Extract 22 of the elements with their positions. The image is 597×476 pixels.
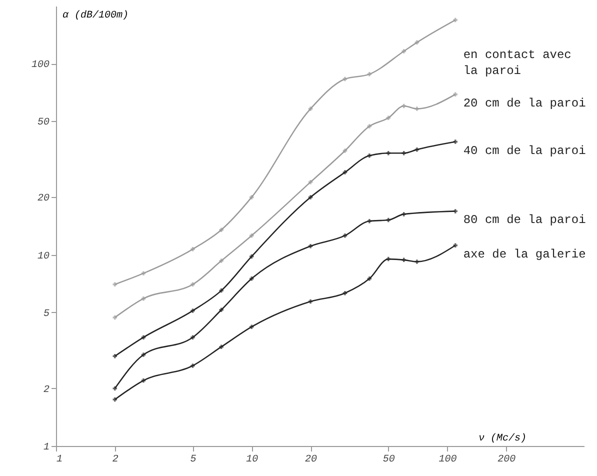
x-axis-title: ν (Mc/s) — [478, 432, 526, 444]
y-tick-label: 10 — [37, 251, 50, 262]
series-label: axe de la galerie — [463, 247, 586, 262]
x-tick-label: 5 — [190, 454, 196, 466]
series-label: 20 cm de la paroi — [463, 96, 586, 110]
y-tick-label: 5 — [43, 308, 50, 320]
y-tick-label: 20 — [37, 194, 50, 205]
x-tick-label: 1 — [56, 454, 63, 466]
y-tick-label: 1 — [43, 442, 50, 454]
y-tick-label: 100 — [31, 60, 50, 72]
x-tick-label: 200 — [498, 454, 516, 466]
text: en contact avec la paroi — [463, 48, 572, 78]
y-tick-label: 50 — [37, 118, 50, 129]
x-tick-label: 100 — [438, 454, 457, 466]
x-tick-label: 50 — [382, 454, 395, 466]
x-tick-label: 2 — [112, 454, 118, 466]
x-tick-label: 10 — [246, 454, 258, 466]
series-label: 40 cm de la paroi — [463, 144, 586, 158]
y-tick-label: 2 — [43, 384, 50, 396]
series-label: 80 cm de la paroi — [463, 213, 586, 228]
y-axis-title: α (dB/100m) — [62, 10, 129, 22]
x-tick-label: 20 — [305, 454, 318, 466]
